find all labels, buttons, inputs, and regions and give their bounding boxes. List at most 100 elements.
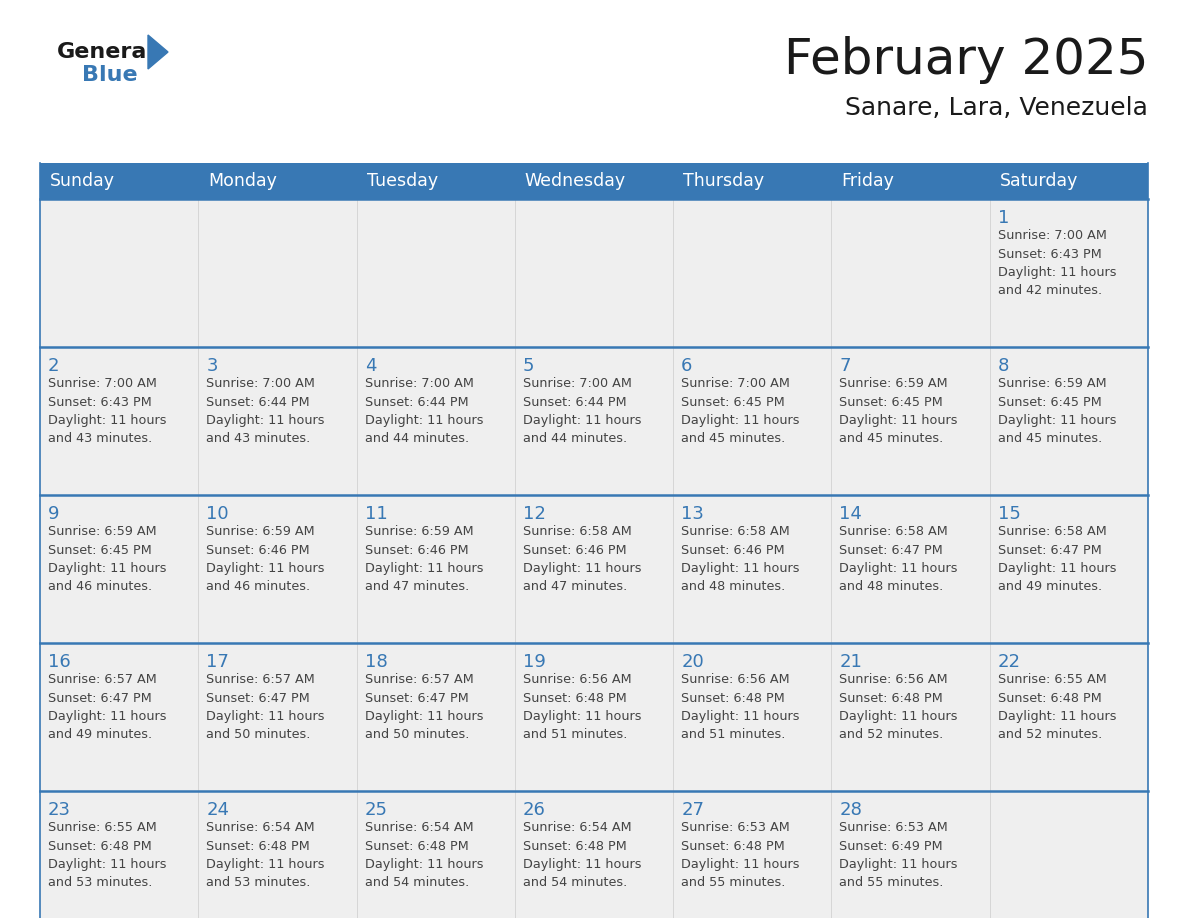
- Text: 2: 2: [48, 357, 59, 375]
- Text: Sunset: 6:45 PM: Sunset: 6:45 PM: [998, 396, 1101, 409]
- Text: Sunrise: 6:58 AM: Sunrise: 6:58 AM: [840, 525, 948, 538]
- Bar: [514, 643, 674, 791]
- Text: and 50 minutes.: and 50 minutes.: [207, 729, 310, 742]
- Text: and 48 minutes.: and 48 minutes.: [840, 580, 943, 594]
- Text: Sunrise: 7:00 AM: Sunrise: 7:00 AM: [48, 377, 157, 390]
- Text: Sunrise: 7:00 AM: Sunrise: 7:00 AM: [207, 377, 315, 390]
- Text: Sunset: 6:44 PM: Sunset: 6:44 PM: [365, 396, 468, 409]
- Polygon shape: [148, 35, 168, 69]
- Text: Sunday: Sunday: [50, 172, 115, 190]
- Bar: [198, 199, 356, 347]
- Bar: [832, 643, 990, 791]
- Text: Sunrise: 6:59 AM: Sunrise: 6:59 AM: [840, 377, 948, 390]
- Bar: [674, 199, 832, 347]
- Text: and 54 minutes.: and 54 minutes.: [365, 877, 469, 890]
- Bar: [198, 347, 356, 495]
- Text: Daylight: 11 hours: Daylight: 11 hours: [48, 858, 166, 871]
- Text: and 42 minutes.: and 42 minutes.: [998, 285, 1101, 297]
- Text: Sunset: 6:45 PM: Sunset: 6:45 PM: [840, 396, 943, 409]
- Text: and 45 minutes.: and 45 minutes.: [998, 432, 1102, 445]
- Bar: [990, 347, 1148, 495]
- Text: 9: 9: [48, 505, 59, 523]
- Bar: [356, 643, 514, 791]
- Text: and 43 minutes.: and 43 minutes.: [48, 432, 152, 445]
- Text: General: General: [57, 42, 154, 62]
- Text: Sunrise: 7:00 AM: Sunrise: 7:00 AM: [998, 229, 1106, 242]
- Text: Sunrise: 6:55 AM: Sunrise: 6:55 AM: [48, 821, 157, 834]
- Text: Daylight: 11 hours: Daylight: 11 hours: [840, 562, 958, 575]
- Text: Sunrise: 6:57 AM: Sunrise: 6:57 AM: [48, 673, 157, 686]
- Text: Sunrise: 6:57 AM: Sunrise: 6:57 AM: [207, 673, 315, 686]
- Text: Sunrise: 6:57 AM: Sunrise: 6:57 AM: [365, 673, 473, 686]
- Text: and 47 minutes.: and 47 minutes.: [365, 580, 469, 594]
- Text: Daylight: 11 hours: Daylight: 11 hours: [523, 562, 642, 575]
- Text: Daylight: 11 hours: Daylight: 11 hours: [48, 710, 166, 723]
- Text: Sunrise: 6:56 AM: Sunrise: 6:56 AM: [840, 673, 948, 686]
- Text: Sunset: 6:47 PM: Sunset: 6:47 PM: [207, 691, 310, 704]
- Bar: [990, 495, 1148, 643]
- Text: 3: 3: [207, 357, 217, 375]
- Bar: [198, 791, 356, 918]
- Bar: [990, 643, 1148, 791]
- Text: Sunset: 6:47 PM: Sunset: 6:47 PM: [840, 543, 943, 556]
- Text: Monday: Monday: [208, 172, 277, 190]
- Text: Sunrise: 6:54 AM: Sunrise: 6:54 AM: [207, 821, 315, 834]
- Text: and 52 minutes.: and 52 minutes.: [998, 729, 1102, 742]
- Bar: [356, 791, 514, 918]
- Text: Sunrise: 6:55 AM: Sunrise: 6:55 AM: [998, 673, 1106, 686]
- Text: 22: 22: [998, 653, 1020, 671]
- Text: and 44 minutes.: and 44 minutes.: [523, 432, 627, 445]
- Text: Sunrise: 7:00 AM: Sunrise: 7:00 AM: [365, 377, 474, 390]
- Text: Daylight: 11 hours: Daylight: 11 hours: [207, 858, 324, 871]
- Text: Sunset: 6:43 PM: Sunset: 6:43 PM: [998, 248, 1101, 261]
- Text: 12: 12: [523, 505, 545, 523]
- Text: Sunset: 6:47 PM: Sunset: 6:47 PM: [48, 691, 152, 704]
- Text: Sunset: 6:46 PM: Sunset: 6:46 PM: [681, 543, 785, 556]
- Text: Sunset: 6:43 PM: Sunset: 6:43 PM: [48, 396, 152, 409]
- Text: and 44 minutes.: and 44 minutes.: [365, 432, 469, 445]
- Text: and 54 minutes.: and 54 minutes.: [523, 877, 627, 890]
- Text: Sunrise: 6:59 AM: Sunrise: 6:59 AM: [48, 525, 157, 538]
- Text: and 52 minutes.: and 52 minutes.: [840, 729, 943, 742]
- Text: and 46 minutes.: and 46 minutes.: [48, 580, 152, 594]
- Text: Sunrise: 6:54 AM: Sunrise: 6:54 AM: [365, 821, 473, 834]
- Text: 19: 19: [523, 653, 545, 671]
- Text: Tuesday: Tuesday: [367, 172, 437, 190]
- Text: and 43 minutes.: and 43 minutes.: [207, 432, 310, 445]
- Text: February 2025: February 2025: [784, 36, 1148, 84]
- Bar: [514, 791, 674, 918]
- Text: Sunset: 6:45 PM: Sunset: 6:45 PM: [48, 543, 152, 556]
- Text: and 49 minutes.: and 49 minutes.: [48, 729, 152, 742]
- Text: 17: 17: [207, 653, 229, 671]
- Text: Sunrise: 7:00 AM: Sunrise: 7:00 AM: [523, 377, 632, 390]
- Text: Daylight: 11 hours: Daylight: 11 hours: [523, 710, 642, 723]
- Text: 20: 20: [681, 653, 704, 671]
- Text: Sunrise: 6:53 AM: Sunrise: 6:53 AM: [681, 821, 790, 834]
- Bar: [40, 495, 198, 643]
- Bar: [356, 347, 514, 495]
- Text: Sunset: 6:45 PM: Sunset: 6:45 PM: [681, 396, 785, 409]
- Text: and 50 minutes.: and 50 minutes.: [365, 729, 469, 742]
- Text: Sunrise: 6:56 AM: Sunrise: 6:56 AM: [523, 673, 632, 686]
- Text: Sunset: 6:48 PM: Sunset: 6:48 PM: [681, 691, 785, 704]
- Text: and 53 minutes.: and 53 minutes.: [207, 877, 310, 890]
- Bar: [832, 347, 990, 495]
- Text: and 45 minutes.: and 45 minutes.: [840, 432, 943, 445]
- Text: Daylight: 11 hours: Daylight: 11 hours: [365, 710, 484, 723]
- Text: 25: 25: [365, 801, 387, 819]
- Bar: [674, 791, 832, 918]
- Text: Daylight: 11 hours: Daylight: 11 hours: [48, 562, 166, 575]
- Text: Daylight: 11 hours: Daylight: 11 hours: [840, 414, 958, 427]
- Text: Sunset: 6:48 PM: Sunset: 6:48 PM: [523, 839, 626, 853]
- Text: Sunrise: 6:54 AM: Sunrise: 6:54 AM: [523, 821, 632, 834]
- Text: 13: 13: [681, 505, 704, 523]
- Text: and 46 minutes.: and 46 minutes.: [207, 580, 310, 594]
- Text: Sunset: 6:47 PM: Sunset: 6:47 PM: [998, 543, 1101, 556]
- Bar: [40, 347, 198, 495]
- Bar: [40, 163, 1148, 199]
- Text: 23: 23: [48, 801, 71, 819]
- Text: Sunset: 6:48 PM: Sunset: 6:48 PM: [365, 839, 468, 853]
- Text: and 55 minutes.: and 55 minutes.: [840, 877, 943, 890]
- Bar: [356, 199, 514, 347]
- Text: Sanare, Lara, Venezuela: Sanare, Lara, Venezuela: [845, 96, 1148, 120]
